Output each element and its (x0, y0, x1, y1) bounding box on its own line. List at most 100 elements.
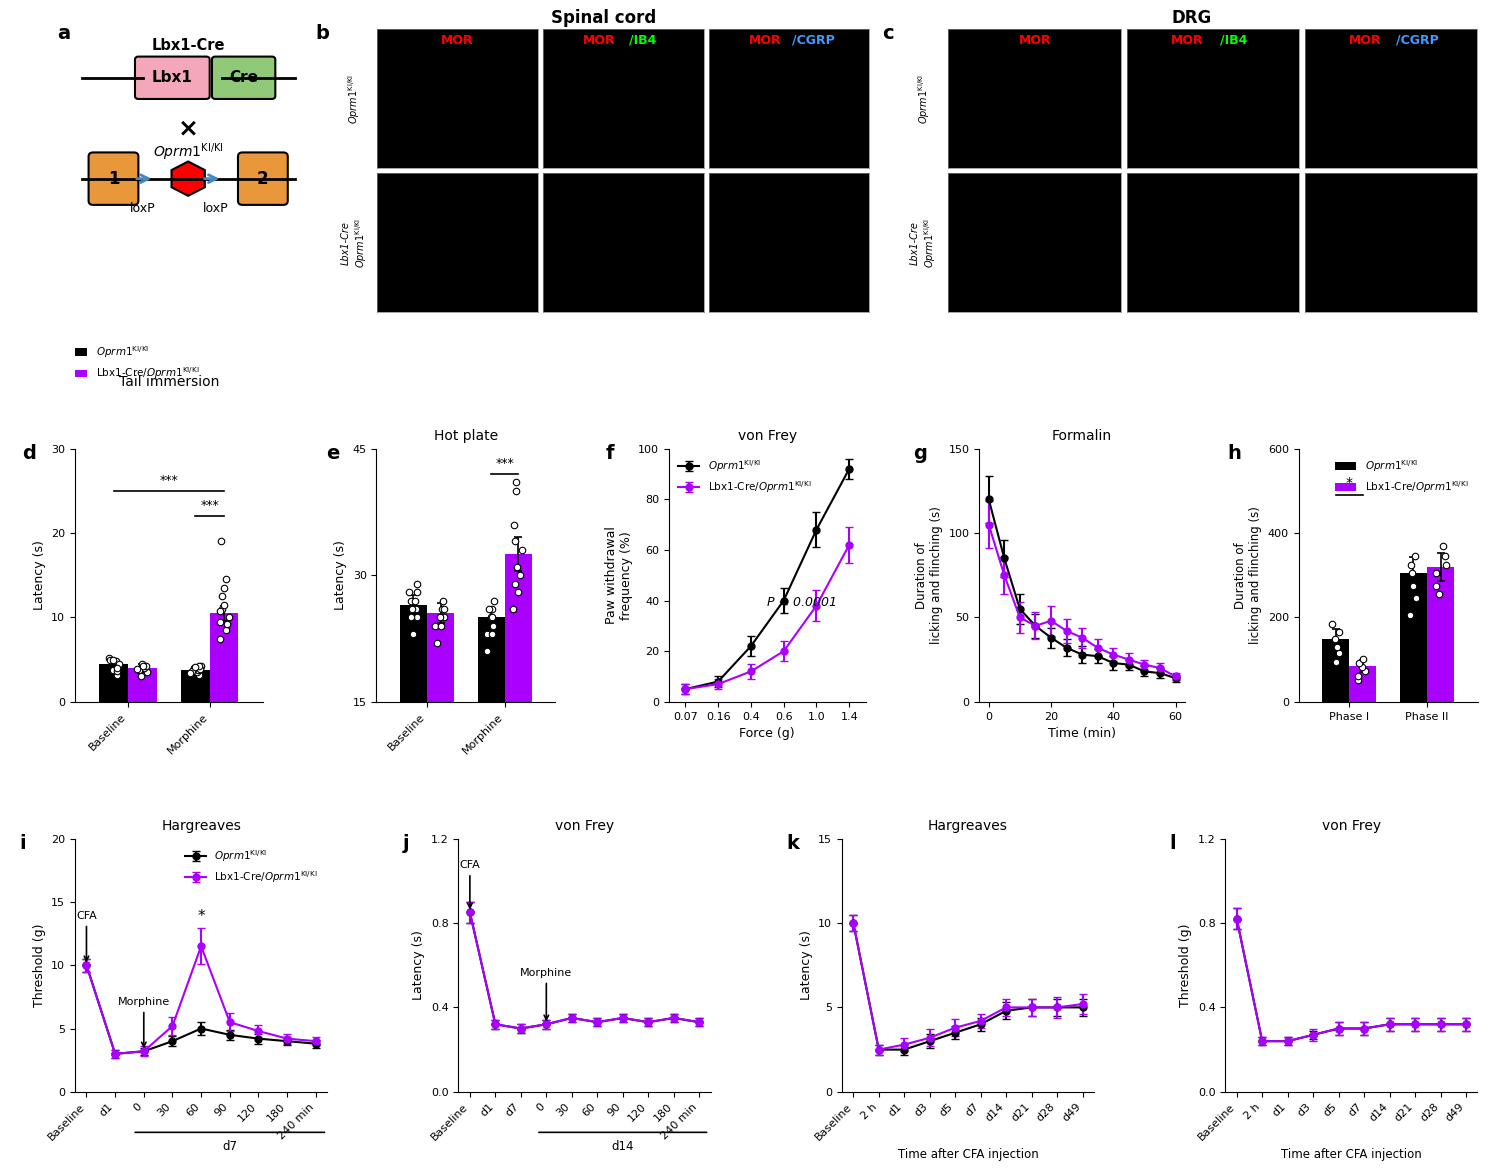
Point (106, 654, 130, 673)
Point (209, 532, 232, 551)
Bar (477, 618, 504, 829)
Text: f: f (606, 444, 615, 463)
Bar (1348, 666, 1377, 702)
Point (1402, 547, 1426, 566)
Text: 2: 2 (256, 170, 268, 188)
Point (106, 657, 130, 676)
Point (1434, 555, 1458, 574)
FancyBboxPatch shape (211, 56, 276, 99)
Text: g: g (914, 444, 927, 463)
Point (405, 574, 429, 593)
Text: CFA: CFA (459, 861, 480, 908)
Point (504, 481, 528, 500)
Point (105, 666, 129, 684)
Point (477, 600, 501, 619)
Point (1353, 662, 1377, 681)
Point (182, 659, 206, 677)
Point (214, 615, 238, 634)
Bar (128, 668, 156, 702)
Point (129, 654, 153, 673)
Bar (1400, 573, 1426, 702)
Text: l: l (1170, 834, 1176, 852)
Point (135, 663, 159, 682)
Bar (1322, 639, 1348, 702)
Point (1324, 653, 1348, 672)
Text: $Oprm1^{\mathrm{KI/KI}}$: $Oprm1^{\mathrm{KI/KI}}$ (153, 142, 224, 163)
Point (211, 595, 236, 614)
Point (188, 666, 211, 684)
Text: a: a (57, 23, 70, 42)
Title: Hargreaves: Hargreaves (928, 819, 1008, 834)
Point (189, 656, 213, 675)
Point (98, 652, 122, 670)
Point (1425, 564, 1449, 582)
Text: CFA: CFA (76, 911, 98, 960)
Text: k: k (786, 834, 800, 852)
Point (400, 600, 424, 619)
Point (509, 566, 532, 585)
Point (1404, 589, 1428, 608)
Text: $Oprm1^{\mathrm{KI/KI}}$: $Oprm1^{\mathrm{KI/KI}}$ (346, 74, 363, 123)
Text: MOR: MOR (1019, 34, 1052, 47)
Point (1431, 537, 1455, 555)
Legend: $Oprm1^{\mathrm{KI/KI}}$, Lbx1-Cre/$Oprm1^{\mathrm{KI/KI}}$: $Oprm1^{\mathrm{KI/KI}}$, Lbx1-Cre/$Oprm… (70, 339, 204, 385)
Point (1328, 622, 1352, 641)
Text: ***: *** (201, 499, 219, 512)
Point (214, 621, 238, 640)
Point (1400, 555, 1423, 574)
Point (1346, 670, 1370, 689)
FancyBboxPatch shape (88, 153, 138, 205)
Bar (504, 554, 532, 829)
Point (1426, 585, 1450, 603)
Point (482, 592, 506, 610)
Point (476, 625, 500, 643)
Title: von Frey: von Frey (555, 819, 614, 834)
Text: b: b (315, 23, 330, 42)
Y-axis label: Paw withdrawal
frequency (%): Paw withdrawal frequency (%) (604, 526, 633, 625)
Point (427, 608, 451, 627)
Legend: $Oprm1^{\mathrm{KI/KI}}$, Lbx1-Cre/$Oprm1^{\mathrm{KI/KI}}$: $Oprm1^{\mathrm{KI/KI}}$, Lbx1-Cre/$Oprm… (674, 454, 816, 499)
Point (217, 608, 242, 627)
Text: 1: 1 (108, 170, 118, 188)
Point (1401, 576, 1425, 595)
Point (405, 582, 429, 601)
Point (510, 540, 534, 559)
Bar (210, 613, 238, 702)
X-axis label: Force (g): Force (g) (740, 727, 795, 740)
Point (398, 582, 422, 601)
Point (504, 473, 528, 492)
Point (404, 592, 427, 610)
Point (480, 608, 504, 627)
Point (104, 652, 128, 670)
Point (132, 659, 156, 677)
Point (207, 601, 231, 620)
Point (501, 600, 525, 619)
Point (180, 662, 204, 681)
Point (504, 532, 528, 551)
Bar (99, 663, 128, 702)
Point (501, 515, 525, 534)
Text: MOR: MOR (584, 34, 615, 47)
Bar (427, 613, 454, 829)
Point (1400, 564, 1423, 582)
Point (129, 667, 153, 686)
FancyBboxPatch shape (238, 153, 288, 205)
Text: ***: *** (159, 473, 178, 486)
Text: Cre: Cre (230, 70, 258, 86)
Point (186, 657, 210, 676)
Point (426, 633, 450, 652)
Point (1347, 667, 1371, 686)
Bar (182, 669, 210, 702)
Text: d14: d14 (612, 1140, 634, 1153)
Point (1350, 657, 1374, 676)
Point (188, 660, 211, 679)
Text: h: h (1227, 444, 1240, 463)
Legend: $Oprm1^{\mathrm{KI/KI}}$, Lbx1-Cre/$Oprm1^{\mathrm{KI/KI}}$: $Oprm1^{\mathrm{KI/KI}}$, Lbx1-Cre/$Oprm… (182, 844, 322, 889)
Text: ***: *** (495, 457, 514, 470)
Point (1424, 576, 1448, 595)
Point (184, 663, 209, 682)
Text: MOR: MOR (1172, 34, 1203, 47)
Point (399, 592, 423, 610)
Point (506, 558, 530, 576)
Text: MOR: MOR (441, 34, 474, 47)
